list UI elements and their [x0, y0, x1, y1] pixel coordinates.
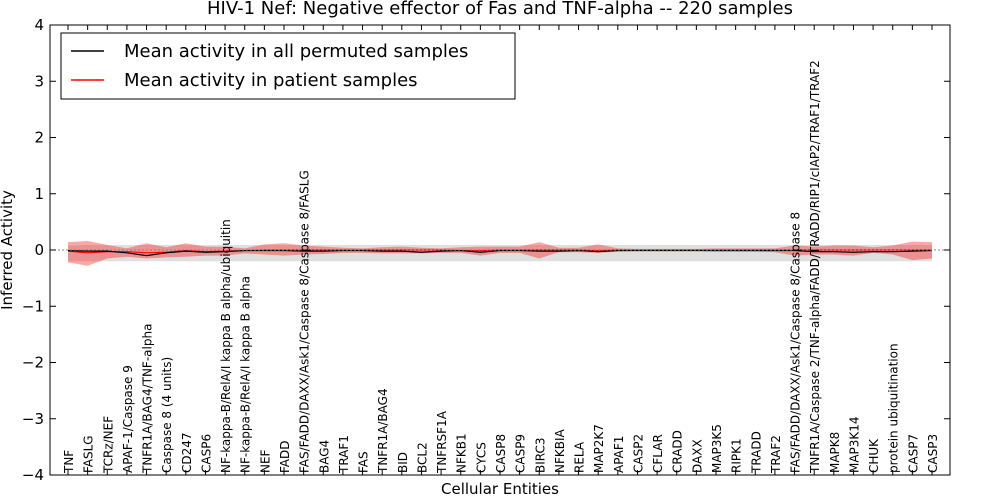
legend: Mean activity in all permuted samples Me… — [60, 32, 516, 100]
x-axis-ticks: TNF FASLG TCRz/NEF APAF-1/Caspase 9 TNFR1A/B… — [62, 25, 940, 475]
x-tick-label: MAPK8 — [828, 432, 842, 473]
x-tick-label: DAXX — [690, 439, 704, 473]
chart-title: HIV-1 Nef: Negative effector of Fas and … — [207, 0, 793, 19]
y-tick-label: 3 — [34, 72, 44, 90]
x-tick-label: NEF — [258, 449, 272, 473]
x-tick-label: FAS/FADD/DAXX/Ask1/Caspase 8/Caspase 8/F… — [298, 170, 312, 473]
y-tick-label: 0 — [34, 241, 44, 259]
x-tick-label: NF-kappa-B/RelA/I kappa B alpha — [239, 276, 253, 473]
x-tick-label: CYCS — [474, 442, 488, 473]
series-line-permuted — [67, 249, 933, 257]
band-permuted — [68, 244, 932, 262]
y-tick-label: −1 — [22, 297, 44, 315]
x-tick-label: TNFR1A/BAG4/TNF-alpha — [141, 324, 155, 474]
x-tick-label: BCL2 — [415, 442, 429, 473]
legend-label-patient: Mean activity in patient samples — [124, 70, 418, 91]
y-axis-ticks: 4 3 2 1 0 −1 −2 −3 −4 — [22, 16, 950, 484]
x-tick-label: FAS — [357, 451, 371, 473]
x-tick-label: RELA — [573, 441, 587, 473]
legend-box — [60, 32, 516, 100]
x-tick-label: CD247 — [180, 432, 194, 473]
x-tick-label: MAP3K5 — [710, 424, 724, 473]
y-tick-label: 2 — [34, 129, 44, 147]
x-tick-label: BID — [396, 452, 410, 473]
x-tick-label: MAP3K14 — [847, 416, 861, 473]
y-tick-label: −3 — [22, 410, 44, 428]
x-tick-label: TRADD — [749, 431, 763, 474]
x-tick-label: CHUK — [867, 438, 881, 473]
x-tick-label: TRAF1 — [337, 435, 351, 474]
y-tick-label: 1 — [34, 185, 44, 203]
x-tick-label: CRADD — [671, 430, 685, 473]
x-tick-label: CASP8 — [494, 434, 508, 473]
x-tick-label: APAF-1/Caspase 9 — [121, 365, 135, 473]
legend-label-permuted: Mean activity in all permuted samples — [124, 41, 468, 62]
x-tick-label: CASP3 — [926, 434, 940, 473]
x-tick-label: NF-kappa-B/RelA/I kappa B alpha/ubiquiti… — [219, 219, 233, 473]
x-tick-label: APAF1 — [612, 436, 626, 473]
x-tick-label: RIPK1 — [730, 438, 744, 473]
x-tick-label: FADD — [278, 441, 292, 474]
x-tick-label: TNFRSF1A — [435, 410, 449, 474]
x-tick-label: TNFR1A/BAG4 — [376, 388, 390, 474]
x-tick-label: CFLAR — [651, 434, 665, 473]
x-tick-label: TNFR1A/Caspase 2/TNF-alpha/FADD/TRADD/RI… — [808, 60, 822, 474]
band-patient — [68, 241, 932, 266]
x-tick-label: CASP7 — [906, 434, 920, 473]
x-tick-label: MAP2K7 — [592, 424, 606, 473]
x-tick-label: TNF — [62, 450, 76, 474]
x-tick-label: FAS/FADD/DAXX/Ask1/Caspase 8/Caspase 8 — [789, 212, 803, 473]
x-tick-label: NFKB1 — [455, 433, 469, 473]
x-tick-label: CASP6 — [199, 434, 213, 473]
y-axis-label: Inferred Activity — [0, 190, 16, 310]
x-tick-label: NFKBIA — [553, 428, 567, 473]
x-tick-label: FASLG — [82, 435, 96, 473]
x-tick-label: CASP9 — [514, 434, 528, 473]
y-tick-label: −4 — [22, 466, 44, 484]
x-tick-label: BIRC3 — [533, 437, 547, 473]
x-tick-label: CASP2 — [631, 434, 645, 473]
x-tick-label: TCRz/NEF — [101, 416, 115, 474]
x-tick-label: protein ubiquitination — [887, 343, 901, 473]
x-axis-label: Cellular Entities — [441, 480, 559, 498]
y-tick-label: −2 — [22, 354, 44, 372]
y-tick-label: 4 — [34, 16, 44, 34]
x-tick-label: Caspase 8 (4 units) — [160, 357, 174, 473]
confidence-bands — [68, 241, 932, 266]
x-tick-label: BAG4 — [317, 440, 331, 473]
x-tick-label: TRAF2 — [769, 435, 783, 474]
